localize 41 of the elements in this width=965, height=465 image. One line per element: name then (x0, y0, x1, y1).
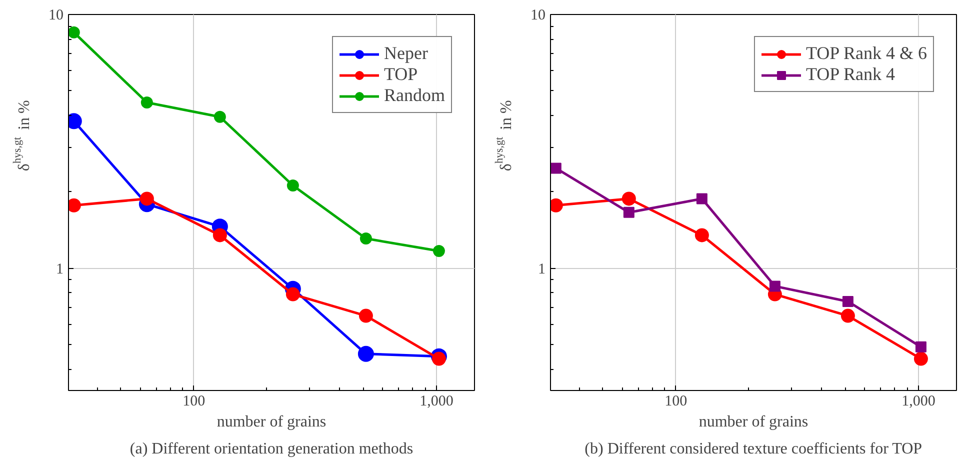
point (769, 280, 780, 292)
point (360, 232, 372, 245)
point (550, 162, 562, 174)
text: (a) Different orientation generation methods (130, 440, 414, 458)
point (915, 341, 926, 352)
x-axis-title: number of grains (216, 414, 326, 430)
point (696, 193, 708, 204)
point (694, 228, 709, 242)
y-axis-title: δhys,gt in % (12, 100, 33, 172)
point (622, 192, 636, 206)
text: (b) Different considered texture coefficients for TOP (584, 440, 922, 458)
point (432, 352, 446, 366)
x-axis-title: number of grains (698, 414, 808, 430)
point (212, 228, 227, 242)
x-tick-label: 1,000 (420, 394, 454, 410)
point (840, 308, 855, 323)
point (286, 287, 300, 302)
x-tick-label: 100 (182, 394, 206, 410)
point (140, 192, 154, 206)
x-tick-label: 100 (664, 394, 688, 410)
point (140, 96, 153, 109)
legend-label: TOP Rank 4 (806, 64, 895, 85)
y-tick-label: 1 (538, 261, 546, 278)
point (68, 26, 80, 38)
legend-label: TOP (384, 64, 418, 85)
point (842, 296, 854, 307)
point (286, 179, 299, 192)
y-tick-label: 10 (48, 8, 64, 24)
y-tick-label: 10 (530, 8, 546, 24)
x-tick-label: 1,000 (902, 394, 936, 410)
point (214, 110, 226, 123)
point (358, 346, 374, 362)
y-tick-label: 1 (56, 261, 64, 278)
point (358, 308, 373, 323)
legend-label: Random (384, 85, 445, 106)
point (623, 206, 634, 218)
y-axis-title: δhys,gt in % (494, 100, 515, 172)
legend-label: TOP Rank 4 & 6 (806, 43, 927, 64)
legend-label: Neper (384, 43, 428, 64)
point (432, 245, 445, 257)
point (914, 352, 928, 366)
